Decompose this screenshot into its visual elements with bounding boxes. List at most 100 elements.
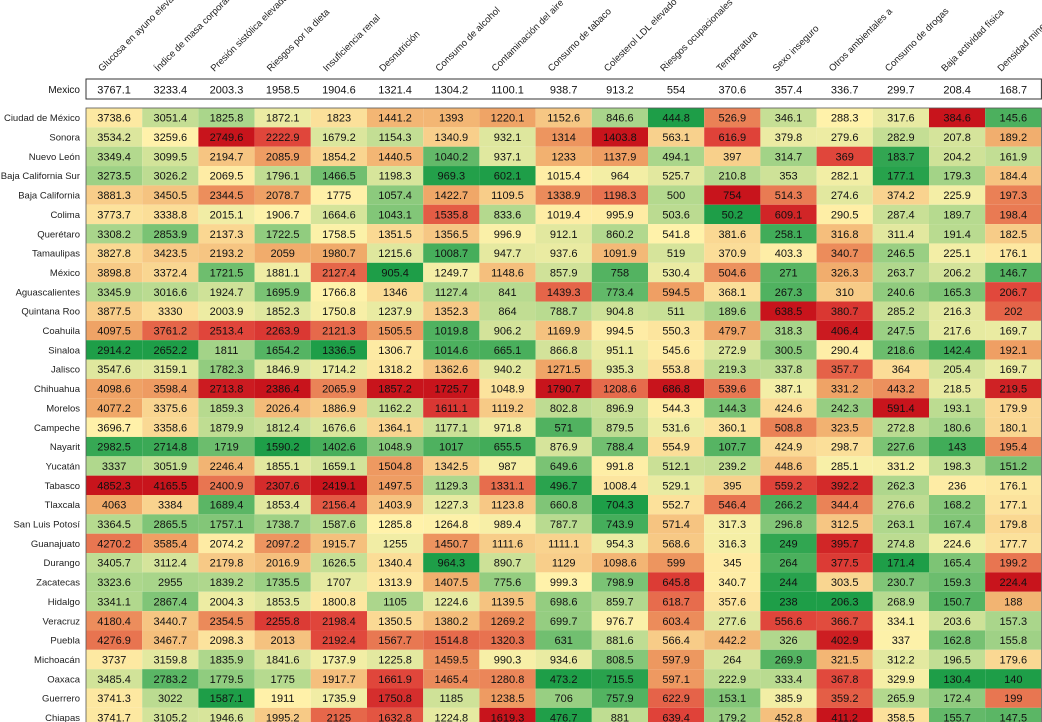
cell-value: 1689.4: [210, 500, 244, 512]
heatmap-cell: [86, 417, 143, 437]
heatmap-cell: [535, 127, 592, 147]
heatmap-cell: [86, 243, 143, 263]
cell-value: 2513.4: [210, 326, 244, 338]
heatmap-cell: [479, 320, 536, 341]
cell-value: 876.9: [550, 442, 578, 454]
heatmap-cell: [310, 707, 367, 722]
cell-value: 937.1: [494, 151, 522, 163]
heatmap-cell: [479, 282, 536, 302]
cell-value: 264: [779, 558, 797, 570]
heatmap-cell: [367, 185, 424, 205]
cell-value: 757.9: [606, 693, 634, 705]
heatmap-cell: [872, 301, 929, 321]
heatmap-cell: [535, 282, 592, 302]
heatmap-cell: [591, 707, 648, 722]
cell-value: 787.7: [550, 519, 578, 531]
heatmap-cell: [648, 320, 705, 341]
heatmap-cell: [479, 475, 536, 495]
heatmap-cell: [479, 649, 536, 670]
cell-value: 846.6: [606, 113, 634, 125]
heatmap-cell: [648, 146, 705, 167]
heatmap-cell: [872, 185, 929, 205]
cell-value: 4098.6: [97, 384, 131, 396]
cell-value: 224.4: [1000, 577, 1028, 589]
cell-value: 508.8: [775, 422, 803, 434]
cell-value: 504.6: [719, 267, 747, 279]
heatmap-cell: [591, 398, 648, 418]
cell-value: 172.4: [943, 693, 971, 705]
cell-value: 3827.8: [97, 248, 131, 260]
heatmap-cell: [254, 649, 311, 670]
heatmap-cell: [198, 127, 255, 147]
cell-value: 331.2: [831, 384, 859, 396]
cell-value: 357.6: [719, 596, 747, 608]
heatmap-cell: [929, 591, 986, 612]
cell-value: 989.4: [494, 519, 522, 531]
cell-value: 2026.4: [266, 403, 300, 415]
heatmap-cell: [985, 688, 1042, 708]
cell-value: 1505.5: [378, 326, 412, 338]
cell-value: 550.3: [662, 326, 690, 338]
cell-value: 176.1: [1000, 480, 1028, 492]
heatmap-cell: [479, 127, 536, 147]
heatmap-cell: [816, 514, 873, 534]
heatmap-cell: [367, 340, 424, 360]
cell-value: 3440.7: [153, 616, 187, 628]
heatmap-cell: [254, 553, 311, 573]
heatmap-cell: [760, 630, 817, 650]
cell-value: 179.3: [943, 171, 971, 183]
cell-value: 1098.6: [603, 558, 637, 570]
heatmap-cell: [985, 649, 1042, 670]
cell-value: 964: [611, 171, 629, 183]
heatmap-cell: [985, 340, 1042, 360]
national-value: 3767.1: [97, 85, 131, 97]
cell-value: 1946.6: [210, 713, 244, 722]
heatmap-cell: [142, 495, 199, 515]
cell-value: 3349.4: [97, 151, 131, 163]
cell-value: 1177.1: [435, 422, 468, 434]
heatmap-cell: [985, 611, 1042, 631]
cell-value: 318.3: [775, 326, 803, 338]
cell-value: 3423.5: [153, 248, 187, 260]
heatmap-cell: [872, 359, 929, 379]
row-label: Oaxaca: [47, 674, 80, 685]
national-value: 938.7: [550, 85, 578, 97]
heatmap-cell: [254, 378, 311, 399]
cell-value: 951.1: [606, 345, 634, 357]
cell-value: 1017: [439, 442, 463, 454]
cell-value: 559.2: [775, 480, 803, 492]
cell-value: 210.8: [719, 171, 747, 183]
cell-value: 698.6: [550, 596, 578, 608]
cell-value: 999.3: [550, 577, 578, 589]
cell-value: 285.1: [831, 461, 859, 473]
heatmap-cell: [872, 320, 929, 341]
heatmap-cell: [367, 514, 424, 534]
cell-value: 272.8: [887, 422, 915, 434]
cell-value: 1722.5: [266, 229, 300, 241]
cell-value: 2354.5: [210, 616, 244, 628]
cell-value: 704.3: [606, 500, 634, 512]
national-value: 370.6: [719, 85, 747, 97]
cell-value: 287.4: [887, 209, 915, 221]
cell-value: 219.5: [1000, 384, 1028, 396]
heatmap-cell: [86, 514, 143, 534]
heatmap-cell: [591, 591, 648, 612]
heatmap-cell: [591, 688, 648, 708]
heatmap-cell: [929, 204, 986, 225]
heatmap-cell: [760, 340, 817, 360]
heatmap-cell: [648, 572, 705, 592]
heatmap-cell: [816, 301, 873, 321]
heatmap-cell: [929, 475, 986, 495]
heatmap-cell: [591, 475, 648, 495]
cell-value: 552.7: [662, 500, 690, 512]
heatmap-cell: [872, 611, 929, 631]
cell-value: 2307.6: [266, 480, 300, 492]
cell-value: 2127.4: [322, 267, 356, 279]
heatmap-cell: [310, 359, 367, 379]
heatmap-cell: [479, 398, 536, 418]
heatmap-cell: [254, 456, 311, 476]
cell-value: 314.7: [775, 151, 803, 163]
cell-value: 151.2: [1000, 461, 1028, 473]
heatmap-cell: [535, 572, 592, 592]
column-header: Temperatura: [715, 28, 761, 74]
